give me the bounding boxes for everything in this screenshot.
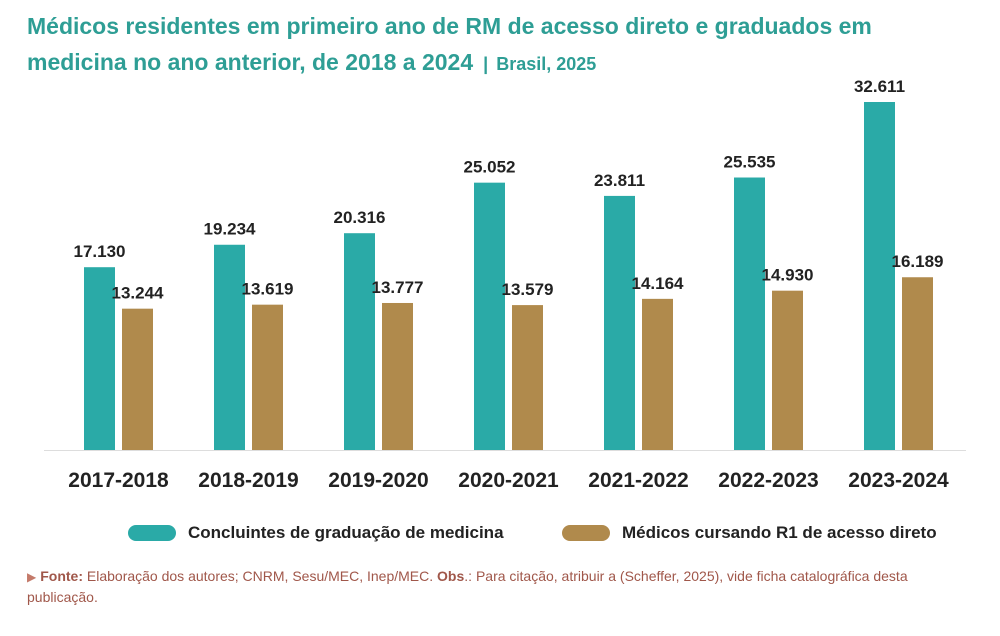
data-label-r1: 14.164 bbox=[632, 274, 685, 293]
legend-swatch-r1 bbox=[562, 525, 610, 541]
chart-title: Médicos residentes em primeiro ano de RM… bbox=[27, 8, 967, 82]
bar-r1 bbox=[902, 277, 933, 450]
bar-r1 bbox=[512, 305, 543, 450]
data-label-r1: 13.244 bbox=[112, 284, 165, 303]
footer-obs-label: Obs bbox=[437, 568, 465, 584]
x-tick-label: 2022-2023 bbox=[718, 469, 818, 492]
x-tick-label: 2020-2021 bbox=[458, 469, 559, 492]
legend-item-r1: Médicos cursando R1 de acesso direto bbox=[562, 518, 937, 548]
bar-r1 bbox=[252, 304, 283, 450]
data-label-concluintes: 17.130 bbox=[74, 242, 126, 261]
bar-r1 bbox=[122, 308, 153, 450]
data-label-concluintes: 25.052 bbox=[464, 158, 516, 177]
data-label-concluintes: 23.811 bbox=[594, 171, 645, 190]
data-label-concluintes: 25.535 bbox=[724, 153, 776, 172]
bar-r1 bbox=[642, 298, 673, 450]
bar-chart: 17.130 13.244 2017-2018 19.234 13.619 2018-20… bbox=[44, 77, 966, 492]
x-tick-label: 2019-2020 bbox=[328, 469, 428, 492]
chart-title-main: Médicos residentes em primeiro ano de RM… bbox=[27, 13, 872, 75]
title-separator: | bbox=[483, 54, 489, 74]
legend-swatch-concluintes bbox=[128, 525, 176, 541]
bar-concluintes bbox=[84, 267, 115, 450]
data-label-r1: 14.930 bbox=[762, 266, 814, 285]
data-label-r1: 13.579 bbox=[502, 280, 554, 299]
bar-concluintes bbox=[344, 233, 375, 450]
footer-obs-text: .: Para citação, atribuir a (Scheffer, 2… bbox=[27, 568, 908, 605]
footer-source-text: Elaboração dos autores; CNRM, Sesu/MEC, … bbox=[83, 568, 438, 584]
chart-footer: ▶ Fonte: Elaboração dos autores; CNRM, Se… bbox=[27, 566, 967, 607]
triangle-right-icon: ▶ bbox=[27, 570, 37, 584]
data-label-concluintes: 32.611 bbox=[854, 77, 905, 96]
x-tick-label: 2023-2024 bbox=[848, 469, 949, 492]
bar-concluintes bbox=[214, 244, 245, 450]
legend-item-concluintes: Concluintes de graduação de medicina bbox=[128, 518, 504, 548]
x-tick-label: 2018-2019 bbox=[198, 469, 298, 492]
bar-concluintes bbox=[474, 182, 505, 450]
legend-label-r1: Médicos cursando R1 de acesso direto bbox=[622, 523, 937, 542]
chart-subtitle: Brasil, 2025 bbox=[496, 54, 597, 74]
chart-legend: Concluintes de graduação de medicina Méd… bbox=[0, 518, 1000, 548]
data-label-r1: 13.777 bbox=[372, 278, 424, 297]
x-tick-label: 2021-2022 bbox=[588, 469, 688, 492]
data-label-concluintes: 20.316 bbox=[334, 208, 386, 227]
data-label-r1: 16.189 bbox=[892, 252, 944, 271]
bar-concluintes bbox=[734, 177, 765, 450]
legend-label-concluintes: Concluintes de graduação de medicina bbox=[188, 523, 504, 542]
bar-concluintes bbox=[604, 195, 635, 450]
data-label-concluintes: 19.234 bbox=[204, 220, 257, 239]
x-tick-label: 2017-2018 bbox=[68, 469, 169, 492]
bar-r1 bbox=[382, 302, 413, 450]
bar-concluintes bbox=[864, 102, 895, 450]
footer-source-label: Fonte: bbox=[40, 568, 83, 584]
data-label-r1: 13.619 bbox=[242, 280, 294, 299]
bar-r1 bbox=[772, 290, 803, 450]
